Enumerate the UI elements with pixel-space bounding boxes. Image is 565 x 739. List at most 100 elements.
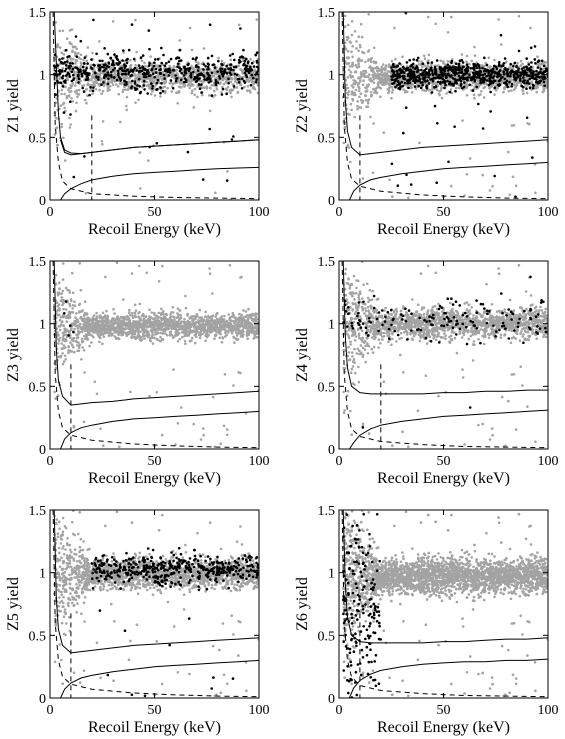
data-point — [364, 60, 367, 64]
data-point — [489, 65, 492, 68]
data-point — [194, 60, 198, 64]
data-point — [359, 22, 363, 26]
data-point — [410, 91, 414, 94]
data-point — [370, 79, 373, 83]
data-point — [222, 72, 225, 76]
data-point — [139, 91, 142, 94]
data-point — [77, 77, 81, 80]
data-point — [405, 61, 409, 64]
data-point — [465, 54, 469, 58]
data-point — [470, 78, 474, 81]
data-point — [57, 342, 60, 345]
data-point — [170, 75, 173, 79]
data-point — [361, 100, 365, 103]
data-point — [79, 39, 83, 43]
data-point — [110, 75, 113, 79]
data-point — [200, 62, 204, 66]
data-point — [67, 289, 71, 292]
data-point — [359, 106, 363, 109]
data-point — [519, 59, 523, 63]
data-point — [75, 47, 78, 51]
data-point — [427, 73, 430, 76]
data-point — [215, 87, 219, 91]
data-point — [379, 81, 383, 85]
data-point — [450, 15, 453, 19]
data-point — [522, 92, 525, 95]
data-point — [455, 68, 459, 71]
data-point — [404, 89, 407, 93]
data-point — [510, 124, 514, 127]
data-point — [357, 35, 361, 38]
x-tick-label: 0 — [47, 205, 54, 220]
data-point — [58, 70, 62, 74]
data-point — [360, 35, 364, 39]
data-point — [148, 87, 151, 90]
data-point — [147, 159, 150, 162]
data-point — [211, 314, 215, 318]
data-point — [399, 85, 402, 88]
data-point — [65, 64, 68, 67]
data-point — [101, 89, 105, 93]
data-point — [364, 94, 368, 98]
data-point — [479, 73, 482, 76]
data-point — [202, 63, 206, 66]
data-point — [348, 40, 352, 43]
data-point — [74, 59, 78, 62]
data-point — [544, 77, 547, 80]
data-point — [150, 68, 153, 72]
data-point — [153, 76, 156, 79]
data-point — [491, 184, 494, 188]
data-point — [141, 86, 144, 89]
data-point — [85, 59, 88, 63]
data-point — [119, 77, 122, 81]
data-point — [514, 195, 517, 198]
data-point — [254, 315, 258, 319]
data-point — [530, 61, 533, 64]
data-point — [221, 78, 224, 82]
data-point — [137, 264, 141, 268]
data-point — [70, 97, 73, 100]
data-point — [442, 60, 445, 63]
data-point — [134, 18, 137, 22]
data-point — [465, 60, 468, 64]
data-point — [142, 81, 146, 85]
data-point — [392, 81, 396, 85]
data-point — [98, 73, 101, 76]
data-point — [243, 321, 246, 324]
data-point — [83, 98, 87, 102]
data-point — [413, 81, 417, 84]
data-point — [401, 55, 404, 59]
data-point — [60, 51, 63, 55]
data-point — [157, 280, 161, 283]
data-point — [255, 336, 259, 339]
data-point — [477, 63, 480, 67]
data-point — [440, 86, 444, 89]
data-point — [390, 78, 394, 81]
data-point — [70, 350, 74, 353]
data-point — [344, 86, 348, 90]
data-point — [489, 110, 493, 113]
data-point — [411, 83, 415, 86]
data-point — [373, 88, 376, 91]
data-point — [457, 68, 461, 72]
data-point — [346, 50, 350, 53]
data-point — [61, 103, 65, 106]
black-points — [52, 18, 259, 182]
data-point — [139, 56, 143, 59]
data-point — [457, 74, 461, 78]
data-point — [242, 333, 245, 336]
data-point — [139, 187, 142, 190]
data-point — [124, 88, 127, 91]
data-point — [89, 63, 93, 67]
data-point — [252, 86, 256, 90]
data-point — [196, 62, 200, 66]
data-point — [140, 69, 144, 73]
data-point — [358, 43, 362, 47]
data-point — [107, 61, 110, 64]
data-point — [106, 82, 110, 86]
data-point — [468, 83, 472, 87]
data-point — [525, 116, 529, 119]
gray-points — [341, 12, 548, 200]
data-point — [232, 85, 236, 88]
data-point — [412, 58, 416, 61]
